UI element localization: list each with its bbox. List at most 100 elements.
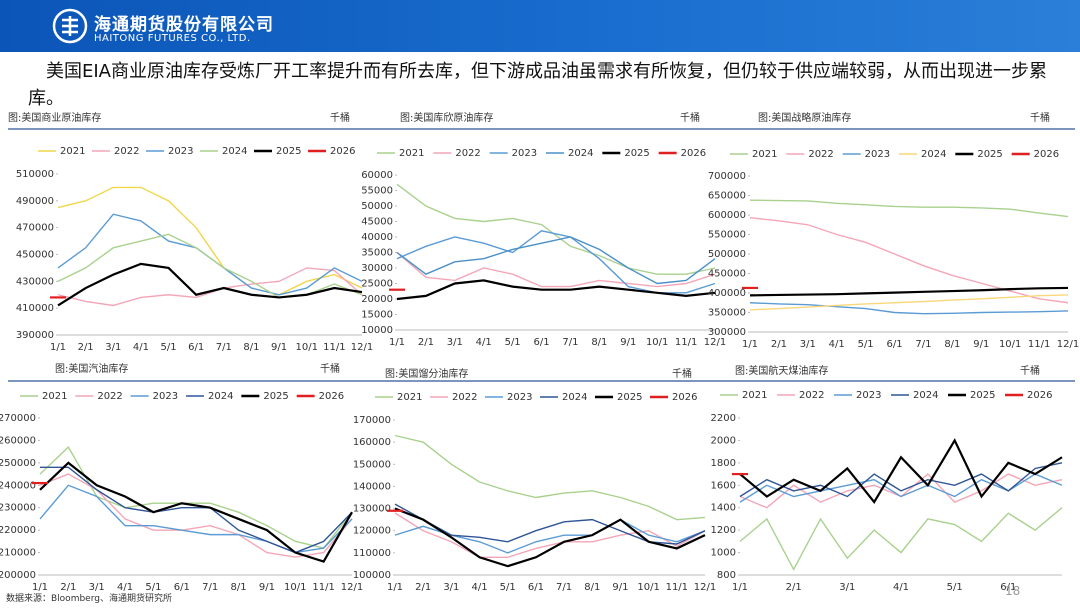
legend-label: 2026 xyxy=(672,392,697,403)
legend-label: 2024 xyxy=(568,148,593,159)
y-tick-label: 430000 xyxy=(16,276,54,287)
x-tick-label: 6/1 xyxy=(886,339,902,350)
header-bar: 海通期货股份有限公司 HAITONG FUTURES CO., LTD. xyxy=(0,0,1080,52)
series-line xyxy=(57,233,363,299)
series-line xyxy=(39,484,353,554)
x-tick-label: 1/1 xyxy=(732,582,748,593)
x-tick-label: 2/1 xyxy=(60,582,76,593)
chart-title: 图:美国汽油库存 xyxy=(55,362,128,375)
x-tick-label: 1/1 xyxy=(742,339,758,350)
legend-label: 2025 xyxy=(970,390,995,401)
chart-title: 图:美国商业原油库存 xyxy=(8,111,101,124)
y-tick-label: 40000 xyxy=(361,232,393,243)
y-tick-label: 490000 xyxy=(16,196,54,207)
y-tick-label: 120000 xyxy=(353,526,391,537)
y-tick-label: 50000 xyxy=(361,201,393,212)
series-line xyxy=(396,251,716,288)
x-tick-label: 9/1 xyxy=(612,582,628,593)
series-line xyxy=(749,286,1069,297)
legend-label: 2022 xyxy=(808,149,833,160)
legend-label: 2021 xyxy=(752,149,777,160)
legend-label: 2021 xyxy=(399,148,424,159)
x-tick-label: 7/1 xyxy=(562,337,578,348)
x-tick-label: 7/1 xyxy=(216,342,232,353)
x-tick-label: 3/1 xyxy=(105,342,121,353)
y-tick-label: 35000 xyxy=(361,248,393,259)
series-line xyxy=(57,262,363,307)
y-tick-label: 1200 xyxy=(711,525,736,536)
legend-label: 2025 xyxy=(276,146,301,157)
y-tick-label: 600000 xyxy=(708,210,746,221)
y-tick-label: 20000 xyxy=(361,294,393,305)
y-tick-label: 10000 xyxy=(361,325,393,336)
y-tick-label: 410000 xyxy=(16,303,54,314)
x-tick-label: 10/1 xyxy=(646,337,668,348)
series-line xyxy=(396,236,716,285)
y-tick-label: 200000 xyxy=(0,570,36,581)
series-line xyxy=(39,446,353,549)
y-tick-label: 210000 xyxy=(0,548,36,559)
y-tick-label: 140000 xyxy=(353,481,391,492)
x-tick-label: 5/1 xyxy=(505,337,521,348)
x-tick-label: 11/1 xyxy=(312,582,334,593)
series-line xyxy=(749,302,1069,315)
y-tick-label: 550000 xyxy=(708,230,746,241)
y-tick-label: 170000 xyxy=(353,415,391,426)
y-tick-label: 30000 xyxy=(361,263,393,274)
x-tick-label: 2/1 xyxy=(78,342,94,353)
legend-label: 2024 xyxy=(562,392,587,403)
x-tick-label: 4/1 xyxy=(829,339,845,350)
y-tick-label: 2000 xyxy=(711,435,736,446)
series-line xyxy=(57,267,363,307)
unit-label: 千桶 xyxy=(672,367,692,380)
legend-label: 2026 xyxy=(1027,390,1052,401)
x-tick-label: 12/1 xyxy=(694,582,716,593)
y-tick-label: 270000 xyxy=(0,413,36,424)
x-tick-label: 8/1 xyxy=(944,339,960,350)
y-tick-label: 300000 xyxy=(708,327,746,338)
legend-label: 2023 xyxy=(168,146,193,157)
x-tick-label: 11/1 xyxy=(1028,339,1050,350)
unit-label: 千桶 xyxy=(680,111,700,124)
legend-label: 2026 xyxy=(319,391,344,402)
legend-label: 2021 xyxy=(742,390,767,401)
x-tick-label: 7/1 xyxy=(202,582,218,593)
y-tick-label: 240000 xyxy=(0,480,36,491)
y-tick-label: 650000 xyxy=(708,191,746,202)
x-tick-label: 2/1 xyxy=(415,582,431,593)
x-tick-label: 1/1 xyxy=(50,342,66,353)
x-tick-label: 9/1 xyxy=(259,582,275,593)
legend-label: 2024 xyxy=(208,391,233,402)
x-tick-label: 12/1 xyxy=(351,342,373,353)
x-tick-label: 11/1 xyxy=(323,342,345,353)
company-cn: 海通期货股份有限公司 xyxy=(94,15,274,35)
x-tick-label: 10/1 xyxy=(637,582,659,593)
x-tick-label: 3/1 xyxy=(800,339,816,350)
series-line xyxy=(396,183,716,275)
y-tick-label: 400000 xyxy=(708,288,746,299)
series-line xyxy=(749,294,1069,311)
unit-label: 千桶 xyxy=(1020,364,1040,377)
y-tick-label: 110000 xyxy=(353,548,391,559)
x-tick-label: 2/1 xyxy=(786,582,802,593)
legend-label: 2023 xyxy=(153,391,178,402)
y-tick-label: 45000 xyxy=(361,217,393,228)
unit-label: 千桶 xyxy=(320,362,340,375)
legend-label: 2026 xyxy=(681,148,706,159)
x-tick-label: 10/1 xyxy=(999,339,1021,350)
x-tick-label: 3/1 xyxy=(89,582,105,593)
x-tick-label: 7/1 xyxy=(556,582,572,593)
x-tick-label: 8/1 xyxy=(591,337,607,348)
y-tick-label: 470000 xyxy=(16,223,54,234)
legend-label: 2021 xyxy=(397,392,422,403)
y-tick-label: 160000 xyxy=(353,437,391,448)
y-tick-label: 800 xyxy=(717,570,736,581)
source-note: 数据来源：Bloomberg、海通期货研究所 xyxy=(6,594,172,604)
x-tick-label: 4/1 xyxy=(133,342,149,353)
x-tick-label: 3/1 xyxy=(447,337,463,348)
x-tick-label: 5/1 xyxy=(500,582,516,593)
x-tick-label: 12/1 xyxy=(1057,339,1079,350)
legend-label: 2023 xyxy=(856,390,881,401)
